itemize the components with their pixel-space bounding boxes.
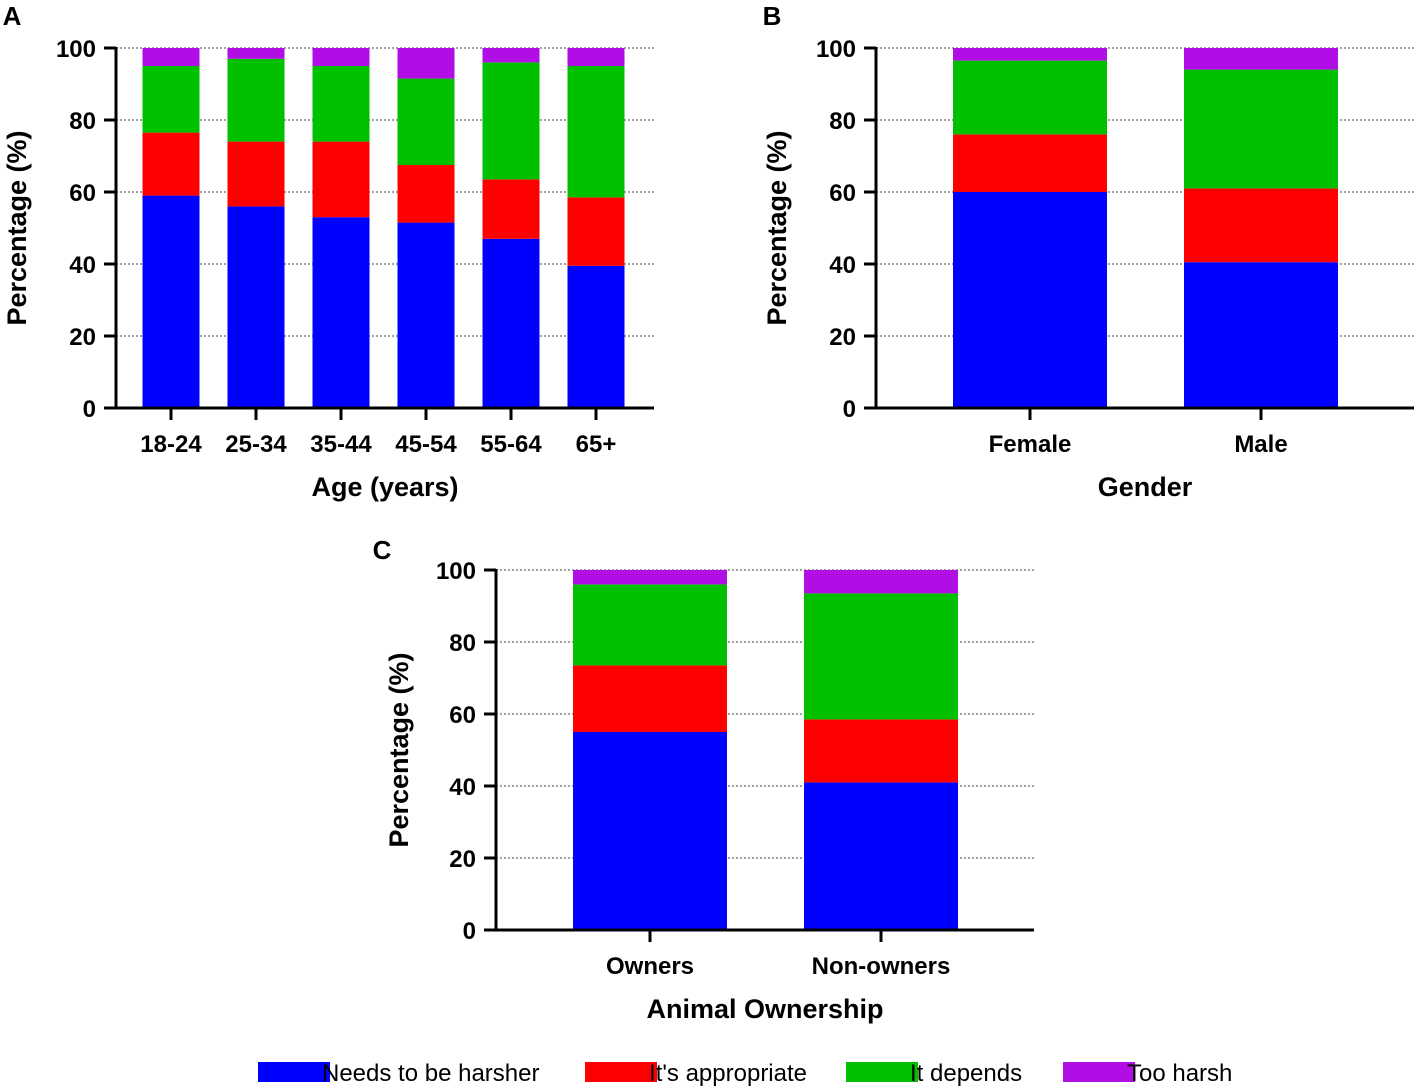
panel-c-ownership-chart: C 0 20 40 60 80 100 Owners Non-owners Animal Owne… <box>373 535 1034 1024</box>
panel-b-y-tick-label-80: 80 <box>829 108 856 135</box>
panel-b-bar-female-it-depends <box>953 60 1107 135</box>
panel-c-x-tick-label-non-owners: Non-owners <box>812 953 951 980</box>
panel-c-bar-owners-it-s-appropriate <box>573 665 727 732</box>
panel-a-bar-25-34-it-depends <box>227 58 285 142</box>
panel-b-bar-male-it-depends <box>1184 69 1338 189</box>
panel-a-bar-18-24-too-harsh <box>142 48 200 66</box>
panel-c-y-tick-label-100: 100 <box>436 558 476 585</box>
panel-c-y-tick-label-20: 20 <box>449 846 476 873</box>
panel-a-bar-45-54-it-depends <box>397 78 455 165</box>
panel-b-bar-male-it-s-appropriate <box>1184 188 1338 263</box>
panel-b-y-tick-label-100: 100 <box>816 36 856 63</box>
panel-a-age-chart: A 0 20 40 60 80 100 18-24 25-34 35-44 45-54 55-64 65… <box>2 1 654 502</box>
panel-a-bar-25-34-needs-to-be-harsher <box>227 206 285 408</box>
panel-b-y-axis-title: Percentage (%) <box>762 130 792 325</box>
panel-a-bar-35-44-it-depends <box>312 66 370 142</box>
panel-a-bar-25-34-it-s-appropriate <box>227 141 285 207</box>
panel-a-x-tick-label-55-64: 55-64 <box>480 431 542 458</box>
panel-a-y-tick-label-100: 100 <box>56 36 96 63</box>
panel-a-x-tick-label-45-54: 45-54 <box>395 431 457 458</box>
panel-b-bar-female-it-s-appropriate <box>953 134 1107 192</box>
panel-a-bar-65-too-harsh <box>567 48 625 66</box>
legend: Needs to be harsher It's appropriate It de… <box>258 1060 1232 1087</box>
panel-a-y-tick-label-40: 40 <box>69 252 96 279</box>
panel-a-bar-45-54-needs-to-be-harsher <box>397 222 455 408</box>
panel-a-x-tick-label-18-24: 18-24 <box>140 431 202 458</box>
panel-c-bar-non-owners-needs-to-be-harsher <box>804 782 958 930</box>
panel-c-y-tick-label-60: 60 <box>449 702 476 729</box>
legend-label-too-harsh: Too harsh <box>1127 1060 1232 1087</box>
panel-c-y-tick-label-40: 40 <box>449 774 476 801</box>
panel-b-gender-chart: B 0 20 40 60 80 100 Female Male Gender Percentage … <box>762 1 1414 502</box>
panel-a-y-tick-label-60: 60 <box>69 180 96 207</box>
panel-a-bar-55-64-too-harsh <box>482 48 540 63</box>
panel-c-y-tick-label-80: 80 <box>449 630 476 657</box>
panel-c-bar-owners-it-depends <box>573 584 727 666</box>
panel-b-bar-female-needs-to-be-harsher <box>953 192 1107 408</box>
panel-a-x-tick-label-35-44: 35-44 <box>310 431 372 458</box>
panel-c-bar-non-owners-too-harsh <box>804 570 958 594</box>
panel-b-x-tick-label-female: Female <box>989 431 1072 458</box>
panel-c-bar-non-owners-it-depends <box>804 593 958 720</box>
legend-label-it-depends: It depends <box>910 1060 1022 1087</box>
panel-a-bar-35-44-needs-to-be-harsher <box>312 217 370 408</box>
legend-swatch-it-s-appropriate <box>585 1062 657 1082</box>
panel-a-bar-55-64-it-s-appropriate <box>482 179 540 239</box>
panel-a-y-tick-label-20: 20 <box>69 324 96 351</box>
panel-a-bar-55-64-it-depends <box>482 62 540 180</box>
panel-a-bar-45-54-too-harsh <box>397 48 455 79</box>
panel-a-bar-18-24-it-s-appropriate <box>142 132 200 196</box>
panel-b-bar-female-too-harsh <box>953 48 1107 61</box>
panel-b-x-axis-title: Gender <box>1098 472 1193 502</box>
panel-c-y-tick-label-0: 0 <box>463 918 476 945</box>
panel-b-y-tick-label-20: 20 <box>829 324 856 351</box>
panel-b-x-tick-label-male: Male <box>1234 431 1287 458</box>
legend-swatch-needs-to-be-harsher <box>258 1062 330 1082</box>
panel-a-x-tick-label-65: 65+ <box>576 431 617 458</box>
panel-a-x-axis-title: Age (years) <box>311 472 458 502</box>
panel-c-letter: C <box>373 535 392 565</box>
panel-b-y-tick-label-60: 60 <box>829 180 856 207</box>
panel-a-bar-35-44-it-s-appropriate <box>312 141 370 218</box>
panel-a-bar-65-needs-to-be-harsher <box>567 265 625 408</box>
panel-a-y-tick-label-0: 0 <box>83 396 96 423</box>
panel-c-bar-owners-too-harsh <box>573 570 727 585</box>
panel-c-bar-owners-needs-to-be-harsher <box>573 732 727 930</box>
panel-b-letter: B <box>763 1 782 31</box>
panel-b-bar-male-needs-to-be-harsher <box>1184 262 1338 408</box>
panel-a-bar-55-64-needs-to-be-harsher <box>482 238 540 408</box>
panel-a-bar-18-24-it-depends <box>142 66 200 133</box>
panel-a-bar-65-it-s-appropriate <box>567 197 625 266</box>
panel-c-bar-non-owners-it-s-appropriate <box>804 719 958 783</box>
panel-b-y-tick-label-0: 0 <box>843 396 856 423</box>
panel-a-letter: A <box>3 1 22 31</box>
legend-label-needs-to-be-harsher: Needs to be harsher <box>322 1060 539 1087</box>
panel-a-bar-25-34-too-harsh <box>227 48 285 59</box>
panel-a-y-axis-title: Percentage (%) <box>2 130 32 325</box>
panel-a-bar-35-44-too-harsh <box>312 48 370 66</box>
panel-b-bar-male-too-harsh <box>1184 48 1338 70</box>
panel-a-x-tick-label-25-34: 25-34 <box>225 431 287 458</box>
panel-b-y-tick-label-40: 40 <box>829 252 856 279</box>
panel-c-y-axis-title: Percentage (%) <box>384 652 414 847</box>
legend-label-it-s-appropriate: It's appropriate <box>649 1060 807 1087</box>
panel-a-bar-18-24-needs-to-be-harsher <box>142 195 200 408</box>
legend-swatch-it-depends <box>846 1062 918 1082</box>
panel-a-bar-45-54-it-s-appropriate <box>397 165 455 223</box>
panel-a-bar-65-it-depends <box>567 66 625 198</box>
panel-a-y-tick-label-80: 80 <box>69 108 96 135</box>
legend-swatch-too-harsh <box>1063 1062 1135 1082</box>
panel-c-x-tick-label-owners: Owners <box>606 953 694 980</box>
panel-c-x-axis-title: Animal Ownership <box>646 994 883 1024</box>
